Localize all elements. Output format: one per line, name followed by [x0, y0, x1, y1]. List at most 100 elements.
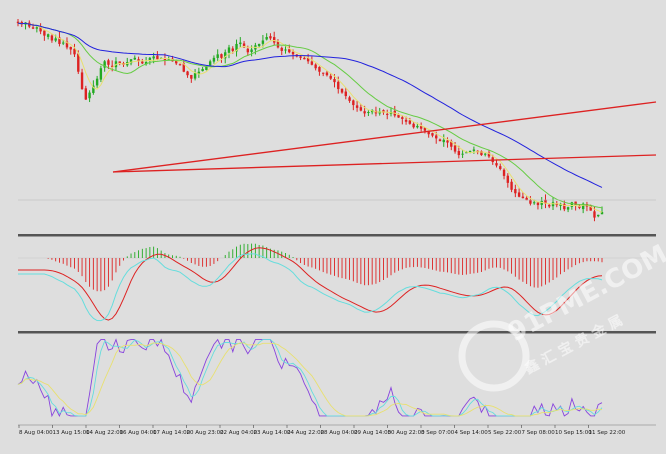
candle-body	[265, 37, 268, 40]
x-tick-label: 20 Aug 23:00	[187, 430, 225, 436]
candle-body	[310, 61, 314, 65]
candle-body	[367, 112, 370, 114]
candle-body	[156, 55, 159, 60]
candle-body	[408, 120, 412, 124]
candle-body	[69, 47, 72, 50]
candle-body	[465, 152, 468, 154]
candle-body	[216, 54, 219, 58]
candle-body	[438, 139, 442, 142]
candle-body	[525, 197, 528, 201]
candle-body	[401, 117, 404, 119]
candle-body	[461, 153, 464, 155]
candle-body	[502, 169, 506, 176]
candle-body	[337, 81, 340, 90]
candle-body	[344, 91, 347, 97]
x-tick-label: 17 Aug 14:00	[153, 430, 191, 436]
candle-body	[148, 57, 152, 61]
candle-body	[50, 35, 54, 41]
x-tick-label: 7 Sep 08:00	[522, 430, 556, 436]
candle-body	[144, 62, 148, 65]
candle-body	[544, 199, 547, 204]
candle-body	[333, 79, 336, 83]
moving-average-line	[17, 22, 603, 209]
candle-body	[314, 64, 317, 69]
candle-body	[152, 56, 155, 59]
candle-body	[574, 201, 577, 206]
candle-body	[182, 63, 185, 72]
candle-body	[261, 40, 265, 44]
x-tick-label: 30 Aug 22:00	[388, 430, 426, 436]
candle-body	[340, 88, 344, 93]
candle-body	[239, 42, 242, 45]
candle-body	[536, 202, 540, 206]
candle-body	[529, 200, 532, 204]
candle-body	[288, 49, 291, 53]
candle-body	[88, 92, 91, 99]
candle-body	[246, 48, 250, 53]
moving-average-line	[17, 22, 603, 188]
candle-body	[593, 211, 596, 218]
candle-body	[231, 48, 234, 51]
x-tick-label: 29 Aug 14:00	[354, 430, 392, 436]
candle-body	[201, 68, 204, 72]
candle-body	[484, 153, 487, 155]
candle-body	[205, 66, 208, 71]
macd-signal-line	[18, 247, 603, 321]
candle-body	[99, 68, 103, 80]
x-tick-label: 10 Sep 15:00	[555, 430, 592, 436]
candle-body	[92, 85, 95, 93]
candle-body	[163, 57, 167, 61]
candle-body	[257, 43, 261, 46]
candle-body	[404, 119, 408, 122]
candle-body	[46, 34, 50, 37]
candle-body	[141, 61, 144, 64]
candle-body	[563, 203, 566, 210]
candle-body	[35, 27, 39, 29]
x-tick-label: 23 Aug 14:00	[254, 430, 292, 436]
candle-body	[95, 78, 99, 86]
candle-body	[178, 64, 182, 66]
candle-body	[54, 38, 57, 41]
candle-body	[453, 145, 457, 152]
candle-body	[31, 27, 35, 29]
candle-body	[510, 181, 513, 190]
candle-body	[329, 75, 332, 79]
stochastic-signal-line	[17, 339, 603, 417]
candle-body	[273, 37, 276, 43]
trendline-lower	[112, 154, 657, 173]
panel-separator	[18, 331, 656, 334]
candle-body	[208, 61, 212, 66]
x-tick-label: 14 Aug 22:00	[86, 430, 124, 436]
candle-body	[600, 212, 604, 215]
candle-body	[299, 56, 302, 58]
candle-body	[589, 205, 592, 211]
x-tick-label: 8 Aug 04:00	[19, 430, 53, 436]
candle-body	[306, 58, 310, 62]
candle-body	[559, 203, 562, 206]
candle-body	[435, 135, 438, 139]
macd-panel	[18, 243, 603, 322]
candle-body	[77, 53, 80, 72]
candle-body	[487, 152, 491, 157]
candle-body	[363, 111, 366, 114]
candle-body	[197, 71, 201, 75]
candle-body	[73, 48, 76, 55]
candle-body	[468, 150, 472, 152]
x-tick-label: 28 Aug 04:00	[321, 430, 359, 436]
x-tick-label: 3 Sep 07:00	[421, 430, 455, 436]
macd-main-line	[18, 253, 603, 322]
candle-body	[107, 60, 110, 65]
x-tick-label: 4 Sep 14:00	[455, 430, 489, 436]
candle-body	[506, 175, 510, 183]
candle-body	[348, 97, 351, 101]
candle-body	[355, 105, 359, 108]
candle-body	[80, 72, 84, 90]
candle-body	[446, 140, 449, 143]
candle-body	[325, 72, 329, 76]
candle-body	[386, 113, 389, 115]
price-panel	[16, 18, 657, 426]
candle-body	[431, 133, 434, 136]
candle-body	[250, 49, 253, 52]
